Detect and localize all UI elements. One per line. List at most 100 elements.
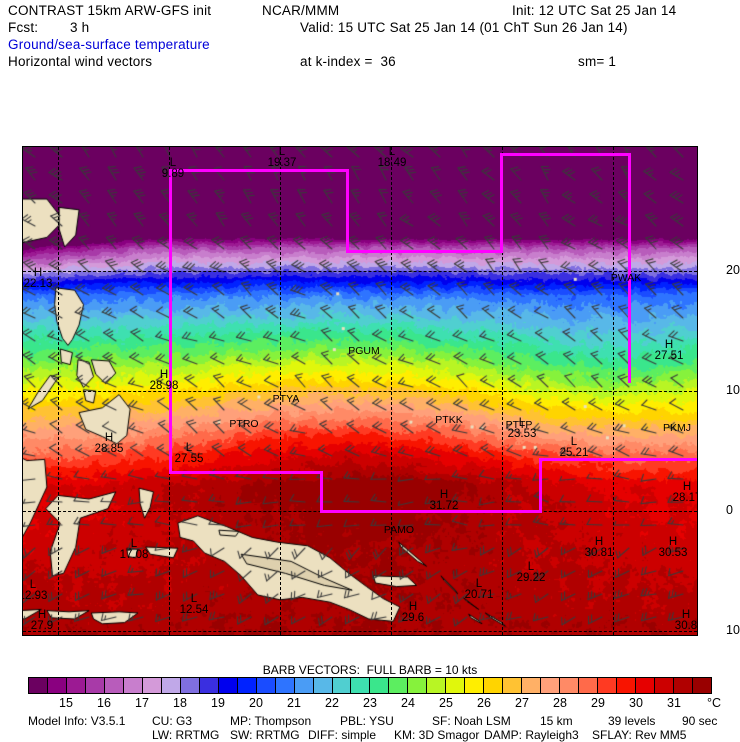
footer-vertical-levels: 39 levels: [608, 714, 656, 728]
domain-boundary-segment: [539, 458, 542, 513]
colorbar-swatch: [465, 678, 485, 693]
colorbar-swatch: [180, 678, 200, 693]
pressure-extremum-label: H 28.85: [94, 432, 124, 455]
gridline-lat-10s: [23, 631, 697, 632]
pressure-extremum-label: L 27.55: [174, 442, 204, 465]
colorbar-swatch: [446, 678, 466, 693]
colorbar-swatch: [560, 678, 580, 693]
colorbar-swatch: [617, 678, 636, 693]
colorbar-swatch: [351, 678, 371, 693]
colorbar-swatch: [503, 678, 523, 693]
colorbar-swatch: [522, 678, 542, 693]
colorbar-swatch: [47, 678, 67, 693]
pressure-extremum-label: H 30.53: [658, 536, 688, 559]
colorbar-swatch: [370, 678, 390, 693]
colorbar-tick: 21: [287, 696, 301, 710]
colorbar-swatch: [636, 678, 655, 693]
colorbar-tick-labels: 15 16 17 18 19 20 21 22 23 24 25 26 27 28 29 30 31: [0, 696, 740, 712]
colorbar-tick: 20: [249, 696, 263, 710]
pressure-extremum-label: H 27.9: [30, 609, 54, 632]
lat-label: 10 N: [726, 383, 740, 397]
pressure-extremum-label: L 18.49: [377, 146, 407, 169]
station-label: PTKK: [435, 414, 463, 426]
map-area: 120 E 130 E 140 E 150 E 160 E 170 E 20 N…: [22, 146, 740, 637]
footer-damping: DAMP: Rayleigh3: [484, 728, 579, 742]
colorbar-swatch: [408, 678, 428, 693]
pressure-extremum-label: H28.17: [672, 481, 697, 504]
header-k-index: at k-index = 36: [300, 54, 396, 69]
temperature-colorbar[interactable]: [28, 677, 712, 694]
colorbar-swatch: [654, 678, 674, 693]
header-init-time: Init: 12 UTC Sat 25 Jan 14: [512, 3, 677, 18]
map-frame[interactable]: L 9.89 L 19.37 L 18.49 H 22.13 H 27.51 H 28.98 H 28.8…: [22, 146, 698, 636]
pressure-extremum-label: L 17.08: [119, 538, 149, 561]
station-label: PTYA: [272, 393, 300, 405]
footer-surface-scheme: SF: Noah LSM: [432, 714, 511, 728]
pressure-extremum-label: H 22.13: [23, 267, 53, 290]
header-wind-note: Horizontal wind vectors: [8, 54, 153, 69]
station-label: PGUM: [348, 345, 380, 357]
colorbar-tick: 17: [135, 696, 149, 710]
header-center: NCAR/MMM: [262, 3, 340, 18]
pressure-extremum-label: L 25.21: [559, 436, 589, 459]
colorbar-swatch: [692, 678, 711, 693]
colorbar-swatch: [29, 678, 48, 693]
footer-microphysics: MP: Thompson: [230, 714, 312, 728]
colorbar-swatch: [218, 678, 238, 693]
station-label: PTRO: [229, 418, 259, 430]
domain-boundary-segment: [628, 153, 631, 383]
footer-diffusion: DIFF: simple: [308, 728, 377, 742]
colorbar-swatch: [256, 678, 276, 693]
domain-boundary-segment: [539, 458, 697, 461]
lat-label: 10 S: [726, 623, 740, 637]
colorbar-swatch: [275, 678, 295, 693]
header-block: CONTRAST 15km ARW-GFS init NCAR/MMM Init…: [0, 0, 740, 80]
station-label: PKMJ: [662, 422, 692, 434]
colorbar-tick: 24: [401, 696, 415, 710]
header-title: CONTRAST 15km ARW-GFS init: [8, 3, 212, 18]
colorbar-tick: 28: [553, 696, 567, 710]
colorbar-tick: 19: [211, 696, 225, 710]
domain-boundary-segment: [320, 510, 542, 513]
header-fcst-value: 3 h: [70, 20, 90, 35]
colorbar-swatch: [123, 678, 143, 693]
station-label: PWAK: [610, 272, 642, 284]
footer-shortwave: SW: RRTMG: [230, 728, 300, 742]
colorbar-tick: 16: [97, 696, 111, 710]
barb-vectors-note: BARB VECTORS: FULL BARB = 10 kts: [262, 663, 478, 677]
pressure-extremum-label: L12.93: [23, 579, 48, 602]
pressure-extremum-label: L 20.71: [464, 578, 494, 601]
domain-boundary-segment: [500, 153, 631, 156]
lat-label: 0: [726, 503, 733, 517]
colorbar-swatch: [332, 678, 352, 693]
pressure-extremum-label: H 28.98: [149, 369, 179, 392]
footer-grid-spacing: 15 km: [540, 714, 573, 728]
header-field-name: Ground/sea-surface temperature: [8, 37, 210, 52]
colorbar-tick: 15: [59, 696, 73, 710]
footer-eddy-coefficient: KM: 3D Smagor: [394, 728, 480, 742]
footer-pbl-scheme: PBL: YSU: [340, 714, 394, 728]
header-valid-time: Valid: 15 UTC Sat 25 Jan 14 (01 ChT Sun …: [300, 20, 628, 35]
pressure-extremum-label: L 9.89: [161, 157, 185, 180]
pressure-extremum-label: L 19.37: [267, 146, 297, 169]
lat-label: 20 N: [726, 263, 740, 277]
gridline-lat-20n: [23, 271, 697, 272]
colorbar-swatch: [313, 678, 333, 693]
domain-boundary-segment: [320, 471, 323, 513]
pressure-extremum-label: L 23.53: [507, 417, 537, 440]
header-fcst-label: Fcst:: [8, 20, 39, 35]
domain-boundary-segment: [697, 458, 698, 461]
colorbar-swatch: [85, 678, 105, 693]
station-label: PTTP: [505, 419, 533, 431]
domain-boundary-segment: [500, 153, 503, 253]
colorbar-tick: 29: [591, 696, 605, 710]
pressure-extremum-label: L 29.22: [516, 561, 546, 584]
domain-boundary-segment: [169, 471, 323, 474]
footer-model-version: Model Info: V3.5.1: [28, 714, 126, 728]
pressure-extremum-label: H 30.81: [584, 536, 614, 559]
colorbar-swatch: [142, 678, 162, 693]
pressure-extremum-label: H 27.51: [654, 339, 684, 362]
domain-boundary-segment: [169, 169, 349, 172]
colorbar-tick: 31: [667, 696, 681, 710]
footer-longwave: LW: RRTMG: [152, 728, 220, 742]
